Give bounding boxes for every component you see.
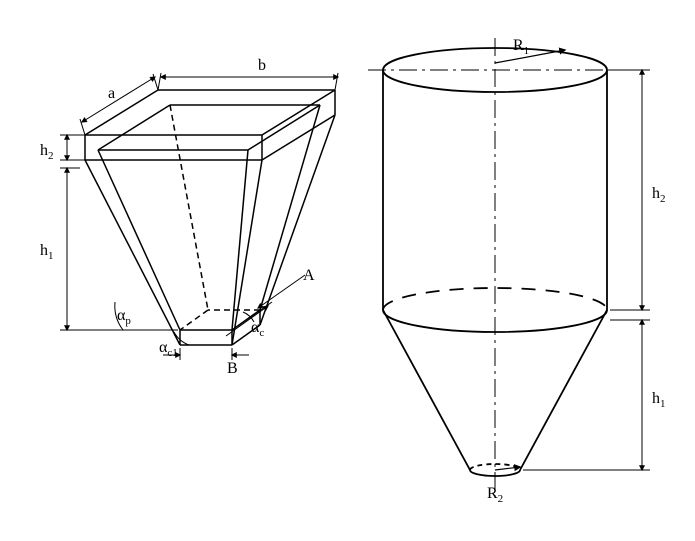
right-labels: R1 R2 h2 h1 [487,37,666,505]
label-alpha-c1: αc1 [159,339,178,359]
conical-hopper [368,38,650,502]
label-h2-right: h2 [652,185,666,205]
label-a: a [108,85,115,102]
pyramidal-hopper [60,73,338,360]
label-alpha-c: αc [251,319,264,339]
label-B: B [227,360,238,377]
label-h1-right: h1 [652,390,666,410]
label-h2: h2 [40,142,54,162]
label-R1: R1 [513,37,529,57]
label-R2: R2 [487,485,503,505]
diagram-canvas: a b h2 h1 A B αp αc αc1 [0,0,695,541]
label-A: A [303,267,315,284]
label-b: b [258,57,266,74]
label-h1: h1 [40,242,54,262]
